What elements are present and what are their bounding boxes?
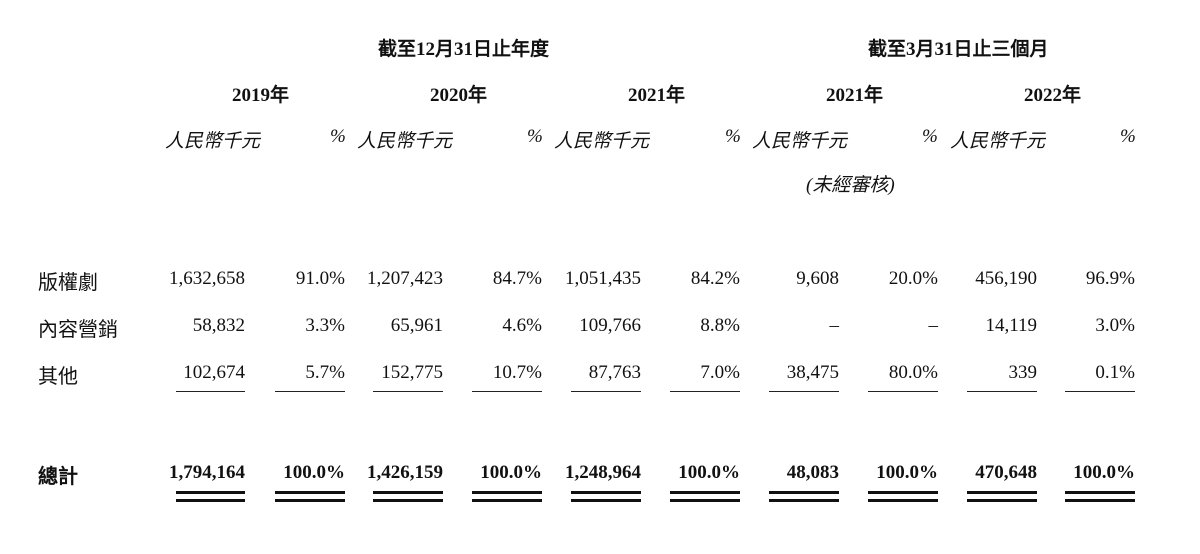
total-cell: 100.0% [480,462,542,483]
cell: 96.9% [1085,268,1135,289]
total-cell: 100.0% [283,462,345,483]
cell: 152,775 [381,362,443,383]
cell: 339 [1008,362,1038,383]
pct-label-2: % [527,126,543,147]
total-rule [1065,491,1135,494]
unit-label-1: 人民幣千元 [165,131,261,152]
cell: 1,207,423 [367,268,443,289]
total-rule [967,499,1037,502]
total-rule [967,491,1037,494]
cell: 0.1% [1095,362,1135,383]
cell: – [829,315,840,336]
cell: 8.8% [700,315,740,336]
total-cell: 1,426,159 [367,462,443,483]
total-rule [275,499,345,502]
cell: 9,608 [796,268,839,289]
subtotal-rule [176,391,245,392]
total-rule [571,499,641,502]
row-label-drama: 版權劇 [38,272,98,294]
unit-label-4: 人民幣千元 [752,131,848,152]
total-cell: 100.0% [876,462,938,483]
total-rule [571,491,641,494]
total-cell: 1,248,964 [565,462,641,483]
total-rule [373,499,443,502]
total-rule [176,491,245,494]
cell: 456,190 [975,268,1037,289]
total-cell: 100.0% [678,462,740,483]
year-header-5: 2022年 [1024,85,1082,106]
pct-label-5: % [1120,126,1136,147]
cell: 102,674 [183,362,245,383]
total-rule [1065,499,1135,502]
year-header-2: 2020年 [430,85,488,106]
cell: 4.6% [502,315,542,336]
unaudited-note: (未經審核) [806,175,895,196]
cell: 58,832 [192,315,245,336]
cell: 3.3% [305,315,345,336]
cell: 1,051,435 [565,268,641,289]
subtotal-rule [769,391,839,392]
total-rule [275,491,345,494]
subtotal-rule [571,391,641,392]
subtotal-rule [670,391,740,392]
cell: 5.7% [305,362,345,383]
subtotal-rule [472,391,542,392]
subtotal-rule [373,391,443,392]
cell: 87,763 [588,362,641,383]
cell: 84.2% [690,268,740,289]
total-cell: 48,083 [786,462,839,483]
total-rule [769,491,839,494]
total-cell: 1,794,164 [169,462,245,483]
cell: 109,766 [579,315,641,336]
cell: 14,119 [985,315,1037,336]
total-rule [472,491,542,494]
cell: 91.0% [295,268,345,289]
cell: 1,632,658 [169,268,245,289]
row-label-total: 總計 [38,466,78,488]
cell: 38,475 [786,362,839,383]
pct-label-1: % [330,126,346,147]
row-label-content-marketing: 內容營銷 [38,319,118,341]
cell: 3.0% [1095,315,1135,336]
cell: 10.7% [492,362,542,383]
year-header-4: 2021年 [826,85,884,106]
total-rule [472,499,542,502]
total-rule [176,499,245,502]
total-rule [868,499,938,502]
group-header-quarter: 截至3月31日止三個月 [868,39,1049,60]
subtotal-rule [1065,391,1135,392]
year-header-3: 2021年 [628,85,686,106]
year-header-1: 2019年 [232,85,290,106]
total-rule [373,491,443,494]
total-rule [769,499,839,502]
unit-label-5: 人民幣千元 [950,131,1046,152]
cell: 65,961 [390,315,443,336]
total-rule [868,491,938,494]
subtotal-rule [967,391,1037,392]
group-header-annual: 截至12月31日止年度 [378,39,550,60]
cell: 80.0% [888,362,938,383]
unit-label-2: 人民幣千元 [357,131,453,152]
cell: 7.0% [700,362,740,383]
cell: – [928,315,939,336]
total-cell: 100.0% [1073,462,1135,483]
cell: 84.7% [492,268,542,289]
subtotal-rule [868,391,938,392]
row-label-other: 其他 [38,366,78,388]
unit-label-3: 人民幣千元 [554,131,650,152]
pct-label-3: % [725,126,741,147]
pct-label-4: % [922,126,938,147]
subtotal-rule [275,391,345,392]
total-rule [670,491,740,494]
total-rule [670,499,740,502]
total-cell: 470,648 [975,462,1037,483]
cell: 20.0% [888,268,938,289]
